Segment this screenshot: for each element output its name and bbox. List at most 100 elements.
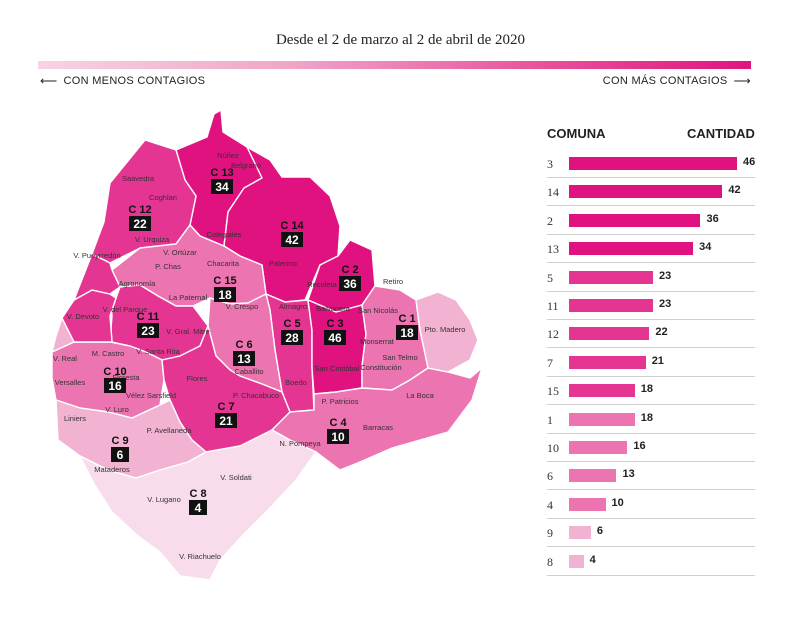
comuna-id: 3	[547, 157, 553, 171]
cantidad-bar	[569, 242, 694, 256]
cantidad-bar	[569, 327, 650, 341]
arrow-left-icon: ⟵	[40, 74, 58, 88]
commune-4-region	[270, 365, 484, 471]
comuna-id: 12	[547, 327, 559, 342]
table-row: 4 10	[547, 491, 755, 519]
commune-count-box	[281, 232, 303, 247]
table-row: 6 13	[547, 462, 755, 491]
cantidad-value: 6	[596, 525, 604, 538]
neighborhood-label: V. Pueyrredón	[73, 251, 120, 260]
commune-count-value: 22	[133, 217, 147, 231]
neighborhood-label: V. Luro	[105, 405, 129, 414]
scale-high-text: CON MÁS CONTAGIOS	[602, 75, 728, 87]
cantidad-value: 21	[651, 354, 664, 367]
neighborhood-label: Flores	[187, 374, 208, 383]
commune-code-label: C 3	[326, 318, 343, 330]
arrow-right-icon: ⟶	[733, 74, 751, 88]
neighborhood-label: V. Real	[53, 354, 77, 363]
commune-count-value: 23	[141, 324, 155, 338]
cantidad-bar	[569, 384, 635, 398]
cantidad-value: 34	[699, 241, 712, 254]
commune-count-box	[233, 351, 255, 366]
neighborhood-label: P. Chacabuco	[233, 391, 279, 400]
commune-count-value: 28	[285, 331, 299, 345]
neighborhood-label: V. Santa Rita	[136, 347, 180, 356]
neighborhood-label: Caballito	[234, 367, 263, 376]
neighborhood-label: Boedo	[285, 378, 307, 387]
commune-count-value: 36	[343, 277, 357, 291]
commune-count-value: 13	[237, 352, 251, 366]
scale-low-text: CON MENOS CONTAGIOS	[63, 75, 206, 87]
comuna-id: 10	[547, 441, 559, 455]
neighborhood-label: Belgrano	[231, 161, 261, 170]
neighborhood-label: Almagro	[279, 302, 307, 311]
commune-count-box	[111, 447, 129, 462]
commune-code-label: C 11	[137, 311, 160, 323]
commune-count-value: 46	[328, 331, 342, 345]
neighborhood-label: V. Crespo	[226, 302, 259, 311]
table-row: 15 18	[547, 377, 755, 406]
cantidad-value: 18	[640, 383, 653, 396]
neighborhood-label: La Paternal	[169, 293, 208, 302]
commune-count-box	[104, 378, 126, 393]
commune-count-box	[137, 323, 159, 338]
cantidad-bar	[569, 554, 584, 568]
commune-code-label: C 8	[189, 488, 206, 500]
commune-code-label: C 9	[111, 435, 128, 447]
comuna-id: 9	[547, 526, 553, 541]
neighborhood-label: San Nicolás	[358, 306, 398, 315]
neighborhood-label: V. Gral. Mitre	[166, 327, 209, 336]
cantidad-bar	[569, 412, 635, 426]
comuna-id: 1	[547, 412, 553, 427]
table-row: 5 23	[547, 264, 755, 292]
neighborhood-label: La Boca	[406, 391, 434, 400]
cantidad-bar	[569, 185, 723, 199]
row-divider	[547, 404, 755, 406]
comuna-id: 7	[547, 355, 553, 370]
table-row: 10 16	[547, 434, 755, 462]
comuna-id: 4	[547, 497, 553, 512]
commune-code-label: C 13	[210, 167, 233, 179]
neighborhood-label: Floresta	[112, 373, 140, 382]
commune-count-value: 34	[215, 180, 229, 194]
row-divider	[547, 319, 755, 320]
commune-count-value: 18	[400, 326, 414, 340]
commune-regions	[50, 108, 484, 581]
cantidad-bar	[569, 526, 591, 540]
commune-code-label: C 5	[283, 318, 300, 330]
cantidad-bar	[569, 469, 617, 483]
color-scale-bar	[38, 61, 751, 69]
neighborhood-label: San Cristóbal	[314, 364, 359, 373]
row-divider	[547, 177, 755, 178]
neighborhood-label: Constitución	[360, 363, 401, 372]
comuna-id: 14	[547, 185, 559, 200]
comuna-id: 15	[547, 384, 559, 399]
neighborhood-label: M. Castro	[92, 349, 125, 358]
comuna-id: 5	[547, 270, 553, 285]
table-row: 14 42	[547, 178, 755, 207]
commune-count-box	[281, 330, 303, 345]
commune-count-box	[211, 179, 233, 194]
puerto-madero-region	[415, 291, 479, 373]
commune-count-box	[327, 429, 349, 444]
neighborhood-label: Mataderos	[94, 465, 130, 474]
neighborhood-label: Núñez	[217, 151, 239, 160]
commune-11-west-region	[72, 253, 121, 302]
row-divider	[547, 290, 755, 292]
cantidad-value: 13	[622, 468, 635, 481]
neighborhood-label: P. Avellaneda	[147, 426, 193, 435]
commune-count-box	[396, 325, 418, 340]
neighborhood-label: V. Riachuelo	[179, 552, 221, 561]
commune-count-value: 18	[218, 288, 232, 302]
cantidad-bar	[569, 213, 701, 227]
neighborhood-label: P. Chas	[155, 262, 181, 271]
comuna-id: 11	[547, 299, 559, 313]
chart-subtitle: Desde el 2 de marzo al 2 de abril de 202…	[275, 32, 526, 48]
commune-count-value: 42	[285, 233, 299, 247]
row-divider	[547, 546, 755, 548]
cantidad-value: 4	[589, 553, 596, 566]
table-row: 3 46	[547, 150, 755, 178]
neighborhood-label: N. Pompeya	[279, 439, 321, 448]
comuna-id: 2	[547, 213, 553, 228]
